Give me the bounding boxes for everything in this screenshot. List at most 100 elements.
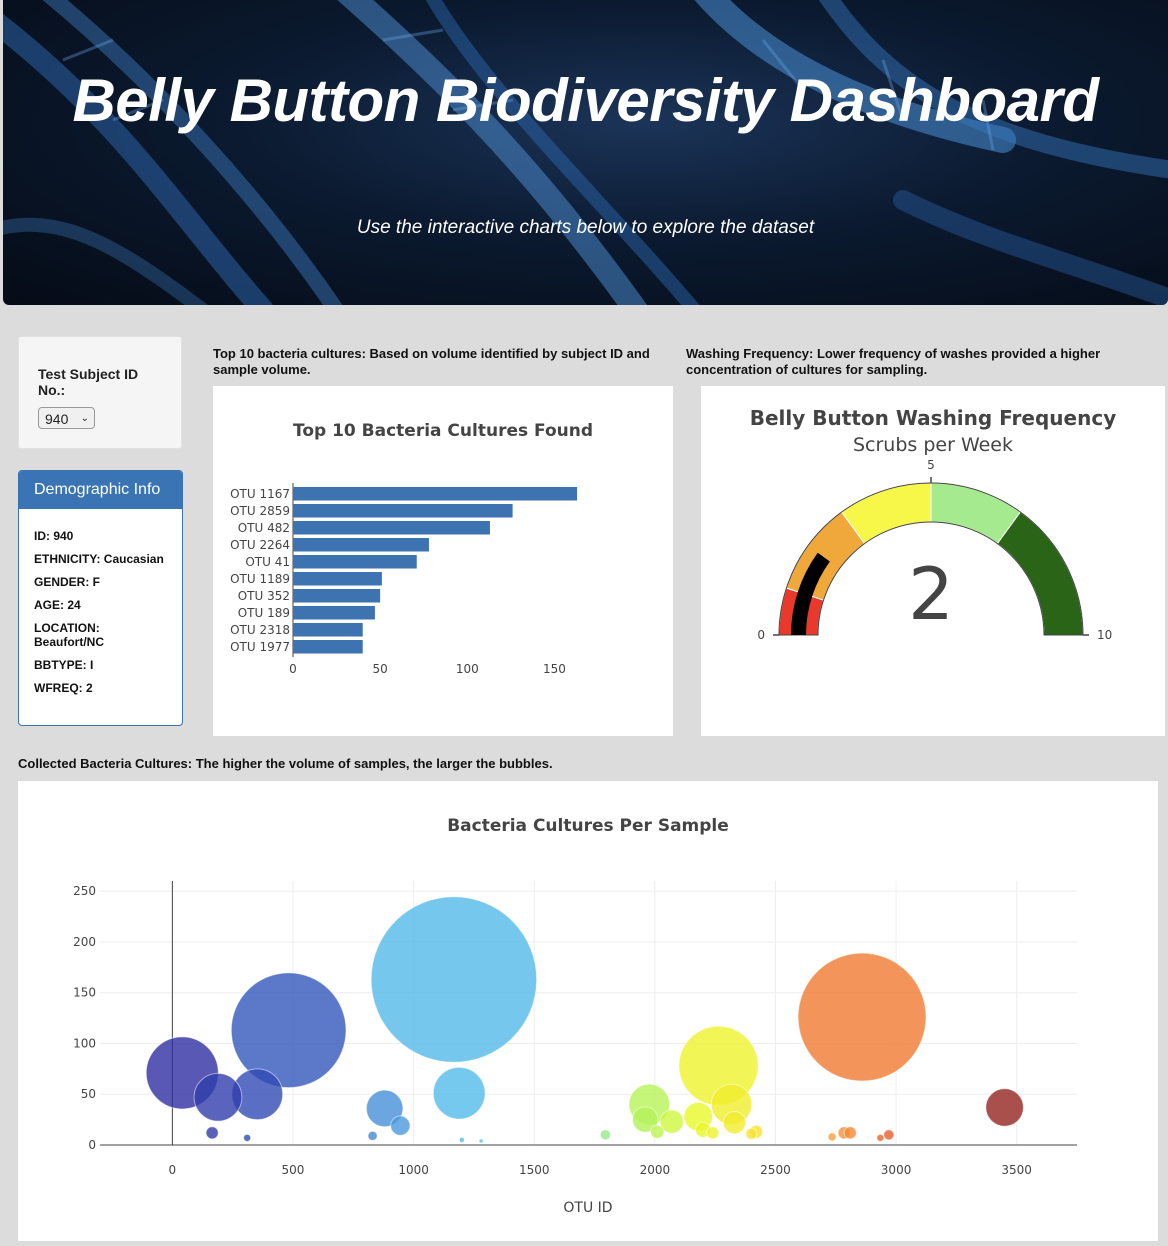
bar-category-label: OTU 2264 [230,538,290,552]
bubble-point [797,952,927,1082]
gauge-subtitle: Scrubs per Week [853,434,1013,456]
chevron-down-icon: ⌄ [80,413,89,424]
bubble-point [599,1129,611,1141]
bar [293,606,375,620]
bar [293,487,578,501]
bar-category-label: OTU 189 [238,606,290,620]
bar [293,521,490,535]
bubble-chart-caption: Collected Bacteria Cultures: The higher … [18,756,553,771]
bar-chart-card: Top 10 Bacteria Cultures Found OTU 1167 O… [213,386,673,736]
bubble-x-axis-label: OTU ID [563,1200,612,1216]
page-title: Belly Button Biodiversity Dashboard [72,67,1100,134]
bubble-point [650,1124,665,1139]
bubble-chart-card: Bacteria Cultures Per Sample OTU ID 0 50 1… [18,781,1158,1241]
gauge-chart[interactable]: Belly Button Washing Frequency Scrubs pe… [701,386,1165,736]
bar [293,555,417,569]
bubble-point [985,1088,1024,1127]
demographic-location: LOCATION: Beaufort/NC [34,621,105,649]
bubble-point [843,1126,857,1140]
bubble-chart[interactable]: Bacteria Cultures Per Sample OTU ID 0 50 1… [18,781,1158,1241]
bar-x-tick-label: 50 [373,662,388,676]
bubble-x-tick-label: 2000 [640,1163,671,1177]
bar-category-label: OTU 1167 [230,487,290,501]
bubble-y-tick-label: 150 [73,986,96,1000]
bar [293,572,382,586]
bar-x-tick-label: 150 [543,662,566,676]
bar-category-label: OTU 1977 [230,640,290,654]
gauge-value-bar [791,552,830,635]
bubble-point [631,1106,659,1133]
bubble-chart-title: Bacteria Cultures Per Sample [447,816,729,836]
bar [293,640,363,654]
bar-x-tick-label: 100 [456,662,479,676]
bubble-point [367,1130,378,1141]
bar-chart-title: Top 10 Bacteria Cultures Found [293,421,593,441]
bar-category-label: OTU 482 [238,521,290,535]
demographic-age: AGE: 24 [34,598,81,612]
bubble-point [370,896,538,1063]
bubble-x-tick-label: 1500 [519,1163,550,1177]
bar-category-label: OTU 352 [238,589,290,603]
bar [293,589,381,603]
bar [293,623,363,637]
gauge-tick-label: 0 [757,628,765,642]
bubble-x-tick-label: 1000 [398,1163,429,1177]
bubble-point [883,1129,895,1141]
gauge-tick-label: 5 [927,458,935,472]
bubble-x-tick-label: 2500 [760,1163,791,1177]
bubble-y-tick-label: 100 [73,1036,96,1050]
bubble-y-tick-label: 200 [73,935,96,949]
hero-banner: Belly Button Biodiversity Dashboard Use … [3,0,1168,305]
subject-selector-panel: Test Subject ID No.: 940 ⌄ [18,336,182,449]
bubble-point [722,1110,747,1135]
bubble-point [365,1089,404,1128]
bar-chart-caption: Top 10 bacteria cultures: Based on volum… [213,346,650,377]
bubble-point [706,1126,720,1140]
bubble-point [478,1138,484,1144]
gauge-chart-caption: Washing Frequency: Lower frequency of wa… [686,346,1101,377]
bubble-point [205,1126,219,1140]
bubble-point [827,1132,837,1142]
bubble-x-tick-label: 500 [282,1163,305,1177]
page-subtitle: Use the interactive charts below to expl… [356,217,815,238]
bubble-point [876,1133,885,1142]
gauge-value: 2 [908,552,954,636]
subject-id-dropdown[interactable]: 940 ⌄ [38,407,95,429]
bubble-y-tick-label: 250 [73,884,96,898]
bar-chart[interactable]: Top 10 Bacteria Cultures Found OTU 1167 O… [213,386,673,736]
bar-category-label: OTU 2859 [230,504,290,518]
bar [293,504,513,518]
bubble-point [458,1136,465,1143]
bubble-point [745,1127,758,1140]
bubble-x-tick-label: 3000 [881,1163,912,1177]
demographic-wfreq: WFREQ: 2 [34,681,93,695]
demographic-info-title: Demographic Info [19,471,182,509]
demographic-info-panel: Demographic Info ID: 940 ETHNICITY: Cauc… [18,470,183,726]
gauge-outline [778,482,1084,636]
gauge-tick-label: 10 [1097,628,1112,642]
dna-background-image [3,0,1168,305]
gauge-chart-card: Belly Button Washing Frequency Scrubs pe… [701,386,1165,736]
bar-category-label: OTU 2318 [230,623,290,637]
subject-id-selected-value: 940 [45,411,69,427]
subject-id-label: Test Subject ID No.: [38,366,139,398]
demographic-gender: GENDER: F [34,575,100,589]
gauge-title: Belly Button Washing Frequency [750,406,1116,430]
bar-category-label: OTU 1189 [230,572,290,586]
bubble-point [659,1109,684,1134]
bubble-point [390,1115,411,1136]
bubble-x-tick-label: 0 [169,1163,177,1177]
demographic-bbtype: BBTYPE: I [34,658,94,672]
demographic-ethnicity: ETHNICITY: Caucasian [34,552,164,566]
bubble-x-tick-label: 3500 [1001,1163,1032,1177]
bubble-point [243,1133,252,1142]
bar [293,538,429,552]
bar-x-tick-label: 0 [289,662,297,676]
bar-category-label: OTU 41 [245,555,290,569]
demographic-id: ID: 940 [34,529,74,543]
bubble-point [432,1066,486,1120]
bubble-point [193,1072,243,1122]
bubble-y-tick-label: 50 [81,1087,96,1101]
bubble-y-tick-label: 0 [88,1138,96,1152]
bubble-point [230,972,347,1089]
